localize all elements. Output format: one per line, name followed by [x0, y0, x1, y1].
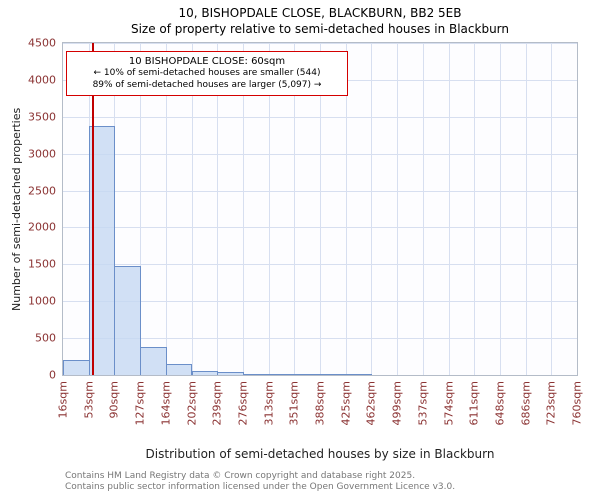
- histogram-bar: [320, 374, 347, 375]
- x-tick-label: 760sqm: [570, 381, 584, 426]
- histogram-bar: [191, 370, 219, 375]
- y-tick-label: 2500: [28, 184, 56, 198]
- x-tick-label: 425sqm: [339, 381, 353, 426]
- gridline-vertical: [397, 43, 399, 375]
- x-tick-label: 574sqm: [442, 381, 455, 426]
- x-tick-label: 276sqm: [236, 381, 250, 426]
- histogram-bar: [242, 373, 270, 375]
- gridline-vertical: [525, 43, 527, 375]
- x-tick-label: 537sqm: [416, 381, 430, 426]
- property-size-marker-line: [92, 43, 95, 375]
- y-tick-label: 1500: [28, 257, 56, 271]
- plot-area: 10 BISHOPDALE CLOSE: 60sqm ← 10% of semi…: [28, 37, 584, 426]
- x-tick-label: 16sqm: [56, 381, 70, 419]
- annotation-box: 10 BISHOPDALE CLOSE: 60sqm ← 10% of semi…: [66, 51, 348, 97]
- footer-line-1: Contains HM Land Registry data © Crown c…: [65, 471, 416, 481]
- attribution-footer: Contains HM Land Registry data © Crown c…: [65, 471, 455, 494]
- chart-title: 10, BISHOPDALE CLOSE, BLACKBURN, BB2 5EB: [178, 6, 462, 20]
- annotation-smaller-line: ← 10% of semi-detached houses are smalle…: [93, 68, 321, 78]
- y-tick-label: 500: [35, 331, 56, 345]
- gridline-vertical: [474, 43, 476, 375]
- gridline-vertical: [551, 43, 553, 375]
- histogram-bar: [345, 373, 373, 375]
- gridline-vertical: [217, 43, 219, 375]
- gridline-vertical: [242, 43, 244, 375]
- x-tick-label: 723sqm: [544, 381, 558, 426]
- x-tick-label: 127sqm: [133, 381, 147, 426]
- gridline-vertical: [165, 43, 167, 375]
- gridline-vertical: [448, 43, 450, 375]
- y-tick-label: 1000: [28, 294, 56, 308]
- histogram-bar: [217, 372, 244, 375]
- y-tick-label: 0: [49, 368, 56, 382]
- histogram-bar: [114, 265, 142, 375]
- x-tick-label: 202sqm: [185, 381, 198, 426]
- annotation-property-line: 10 BISHOPDALE CLOSE: 60sqm: [128, 56, 286, 67]
- histogram-bar: [165, 363, 193, 375]
- y-tick-label: 2000: [28, 220, 56, 234]
- histogram-bar: [268, 373, 296, 375]
- x-tick-label: 462sqm: [364, 381, 378, 426]
- x-tick-label: 239sqm: [210, 381, 224, 426]
- chart-subtitle: Size of property relative to semi-detach…: [130, 22, 510, 36]
- histogram-bar: [294, 374, 321, 375]
- histogram-bar: [63, 360, 90, 375]
- x-tick-label: 164sqm: [159, 381, 173, 426]
- y-tick-label: 3500: [28, 110, 56, 124]
- y-tick-label: 3000: [28, 147, 56, 161]
- y-tick-label: 4000: [28, 73, 56, 87]
- histogram-bar: [140, 346, 167, 375]
- x-tick-label: 648sqm: [493, 381, 507, 426]
- gridline-vertical: [191, 43, 193, 375]
- x-tick-label: 499sqm: [390, 381, 404, 426]
- x-tick-label: 611sqm: [467, 381, 481, 426]
- gridline-vertical: [320, 43, 321, 375]
- x-tick-label: 90sqm: [107, 381, 121, 419]
- x-tick-label: 53sqm: [82, 381, 96, 419]
- x-tick-label: 313sqm: [262, 381, 276, 426]
- gridline-vertical: [499, 43, 501, 375]
- gridline-vertical: [140, 43, 142, 375]
- x-tick-label: 351sqm: [287, 381, 301, 426]
- y-tick-label: 4500: [28, 36, 56, 50]
- x-axis-title: Distribution of semi-detached houses by …: [145, 447, 495, 461]
- y-axis-title: Number of semi-detached properties: [10, 107, 23, 311]
- gridline-vertical: [345, 43, 347, 375]
- gridline-vertical: [294, 43, 296, 375]
- gridline-vertical: [268, 43, 270, 375]
- annotation-larger-line: 89% of semi-detached houses are larger (…: [92, 79, 322, 90]
- x-tick-label: 388sqm: [313, 381, 327, 426]
- gridline-vertical: [422, 43, 424, 375]
- gridline-vertical: [371, 43, 373, 375]
- x-tick-label: 686sqm: [519, 381, 533, 426]
- footer-line-2: Contains public sector information licen…: [65, 482, 456, 493]
